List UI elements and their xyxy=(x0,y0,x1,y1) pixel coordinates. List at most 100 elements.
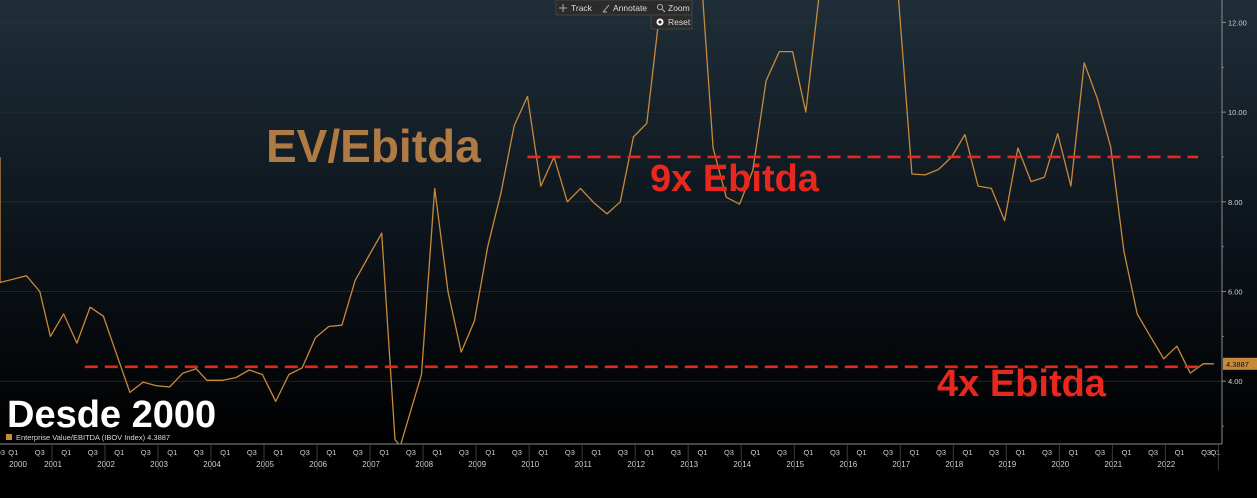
x-quarter-label: Q3 xyxy=(512,448,522,457)
axis-background xyxy=(0,444,1257,493)
x-quarter-label: Q3 xyxy=(724,448,734,457)
x-quarter-label: Q1 xyxy=(750,448,760,457)
x-year-label: 2001 xyxy=(44,460,62,469)
y-gridlines xyxy=(0,22,1222,382)
x-quarter-label: Q3 xyxy=(1148,448,1158,457)
x-year-label: 2013 xyxy=(680,460,698,469)
x-quarter-label: Q1 xyxy=(326,448,336,457)
x-quarter-label: Q3 xyxy=(565,448,575,457)
x-year-label: 2019 xyxy=(998,460,1016,469)
x-year-label: 2017 xyxy=(892,460,910,469)
y-tick-label: 4.00 xyxy=(1228,377,1243,386)
x-quarter-label: Q3 xyxy=(35,448,45,457)
magnifier-icon xyxy=(656,3,666,13)
x-year-label: 2020 xyxy=(1051,460,1069,469)
y-tick-label: 6.00 xyxy=(1228,288,1243,297)
label-9x-ebitda: 9x Ebitda xyxy=(650,158,820,200)
x-year-label: 2021 xyxy=(1104,460,1122,469)
x-axis: Q3Q1Q3Q1Q3Q1Q3Q1Q3Q1Q3Q1Q3Q1Q3Q1Q3Q1Q3Q1… xyxy=(0,444,1220,470)
x-quarter-label: Q3 xyxy=(353,448,363,457)
x-quarter-label: Q3 xyxy=(194,448,204,457)
reset-background xyxy=(650,14,693,30)
x-quarter-label: Q1 xyxy=(1069,448,1079,457)
last-value-marker: 4.3887 xyxy=(1223,357,1257,370)
x-quarter-label: Q3 xyxy=(1042,448,1052,457)
x-year-label: 2018 xyxy=(945,460,963,469)
x-quarter-label: Q1 xyxy=(61,448,71,457)
x-year-label: 2014 xyxy=(733,460,751,469)
x-quarter-label: Q3 xyxy=(830,448,840,457)
x-quarter-label: Q1 xyxy=(963,448,973,457)
track-button[interactable]: Track xyxy=(559,3,593,13)
x-quarter-label: Q1 xyxy=(803,448,813,457)
x-quarter-label: Q3 xyxy=(777,448,787,457)
x-year-label: 2009 xyxy=(468,460,486,469)
x-year-label: 2012 xyxy=(627,460,645,469)
x-quarter-label: Q1 xyxy=(856,448,866,457)
x-quarter-label: Q1 xyxy=(1122,448,1132,457)
x-quarter-label: Q1 xyxy=(644,448,654,457)
x-quarter-label: Q3 xyxy=(1201,448,1211,457)
reset-label: Reset xyxy=(668,17,691,27)
x-quarter-label: Q3 xyxy=(459,448,469,457)
x-quarter-label: Q3 xyxy=(141,448,151,457)
chart-toolbar: Track Annotate Zoom xyxy=(555,0,693,30)
x-quarter-label: Q1 xyxy=(273,448,283,457)
x-year-label: 2010 xyxy=(521,460,539,469)
reference-lines xyxy=(84,155,1199,369)
legend-swatch xyxy=(6,434,12,440)
reset-button[interactable]: Reset xyxy=(656,17,691,27)
x-quarter-label: Q3 xyxy=(883,448,893,457)
x-year-label: 2000 xyxy=(9,460,27,469)
x-quarter-label: Q1 xyxy=(538,448,548,457)
x-quarter-label: Q3 xyxy=(618,448,628,457)
chart-title: EV/Ebitda xyxy=(266,120,481,172)
annotate-button[interactable]: Annotate xyxy=(602,3,647,13)
annotate-label: Annotate xyxy=(613,3,647,13)
y-tick-label: 12.00 xyxy=(1228,18,1247,27)
since-2000-label: Desde 2000 xyxy=(7,394,216,436)
y-axis-ticks: 4.00 6.00 8.00 10.00 12.00 xyxy=(1222,18,1247,427)
x-year-label: 2003 xyxy=(150,460,168,469)
x-quarter-label: Q3 xyxy=(671,448,681,457)
x-quarter-label: Q1 xyxy=(8,448,18,457)
x-year-label: 2002 xyxy=(97,460,115,469)
legend-text: Enterprise Value/EBITDA (IBOV Index) 4.3… xyxy=(16,433,170,442)
x-quarter-label: Q1 xyxy=(1210,448,1220,457)
x-quarter-label: Q3 xyxy=(406,448,416,457)
x-year-label: 2006 xyxy=(309,460,327,469)
x-quarter-label: Q1 xyxy=(485,448,495,457)
x-year-label: 2008 xyxy=(415,460,433,469)
x-quarter-label: Q1 xyxy=(379,448,389,457)
crosshair-icon xyxy=(559,4,567,12)
x-quarter-label: Q3 xyxy=(989,448,999,457)
x-quarter-label: Q1 xyxy=(697,448,707,457)
x-quarter-label: Q1 xyxy=(432,448,442,457)
x-quarter-label: Q1 xyxy=(167,448,177,457)
x-quarter-label: Q1 xyxy=(591,448,601,457)
x-year-label: 2015 xyxy=(786,460,804,469)
radio-dot-icon xyxy=(656,18,664,26)
x-quarter-label: Q3 xyxy=(936,448,946,457)
x-quarter-label: Q3 xyxy=(0,448,5,457)
zoom-button[interactable]: Zoom xyxy=(656,3,690,13)
y-tick-label: 8.00 xyxy=(1228,198,1243,207)
x-quarter-label: Q3 xyxy=(247,448,257,457)
series-group xyxy=(0,0,1215,444)
last-value-label: 4.3887 xyxy=(1226,360,1249,369)
pencil-icon xyxy=(602,4,610,13)
toolbar-background xyxy=(555,0,693,16)
x-quarter-label: Q3 xyxy=(88,448,98,457)
x-quarter-label: Q1 xyxy=(1175,448,1185,457)
zoom-label: Zoom xyxy=(668,3,690,13)
label-4x-ebitda: 4x Ebitda xyxy=(937,363,1107,405)
x-quarter-label: Q1 xyxy=(114,448,124,457)
x-year-label: 2022 xyxy=(1157,460,1175,469)
x-quarter-label: Q3 xyxy=(1095,448,1105,457)
x-quarter-label: Q1 xyxy=(910,448,920,457)
x-quarter-label: Q3 xyxy=(300,448,310,457)
x-quarter-label: Q1 xyxy=(220,448,230,457)
x-year-label: 2005 xyxy=(256,460,274,469)
